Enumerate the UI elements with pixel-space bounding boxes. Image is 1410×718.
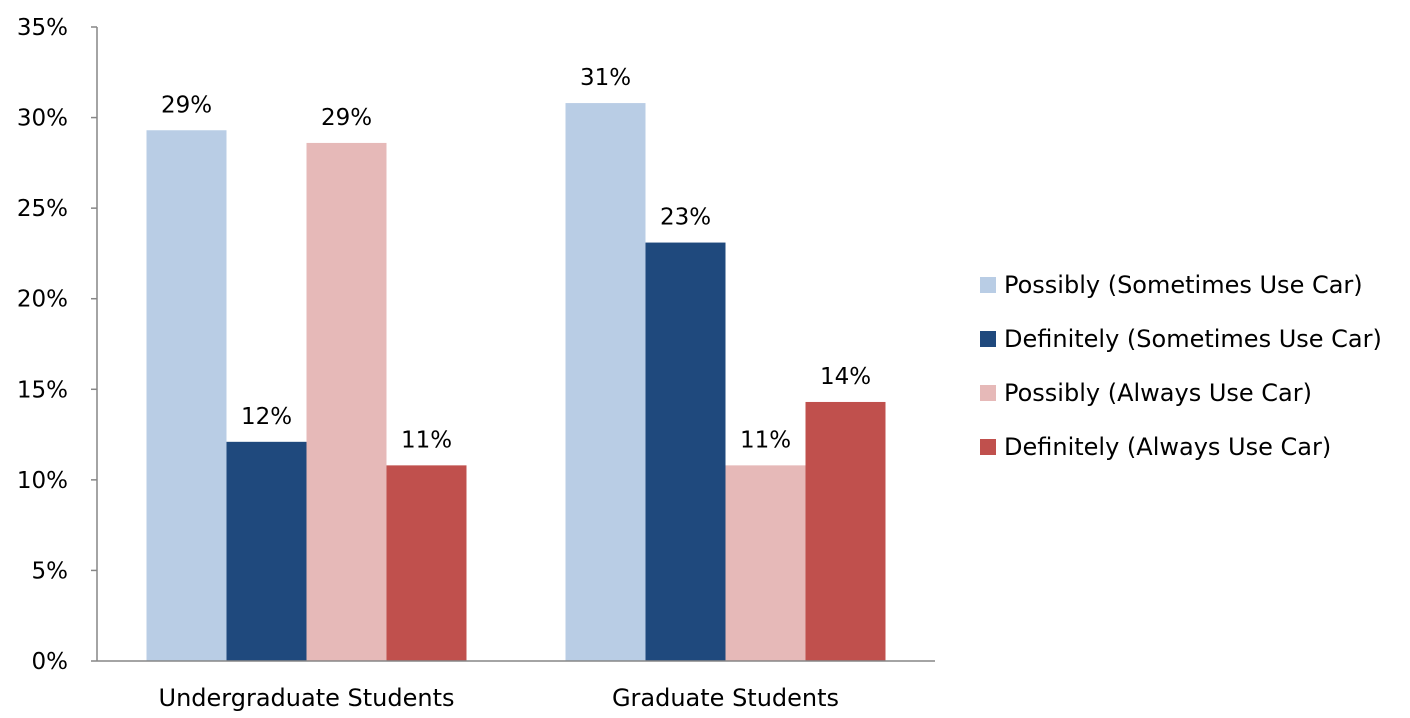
bars (146, 103, 886, 662)
y-tick-label: 15% (17, 377, 68, 403)
data-label: 23% (660, 205, 711, 231)
legend-label: Definitely (Always Use Car) (1004, 433, 1331, 461)
bar (386, 465, 467, 661)
data-label: 29% (321, 105, 372, 131)
legend: Possibly (Sometimes Use Car) Definitely (… (980, 271, 1382, 461)
bar (565, 103, 646, 661)
y-tick-label: 10% (17, 468, 68, 494)
bar (805, 401, 886, 661)
y-tick-label: 30% (17, 106, 68, 132)
data-labels: 29% 12% 29% 11% 31% 23% 11% 14% (161, 65, 871, 453)
legend-label: Possibly (Always Use Car) (1004, 379, 1312, 407)
y-axis-ticks: 0% 5% 10% 15% 20% 25% 30% 35% (17, 15, 97, 675)
legend-swatch (980, 385, 996, 401)
legend-swatch (980, 277, 996, 293)
y-tick-label: 35% (17, 15, 68, 41)
bar (306, 142, 387, 662)
category-label: Graduate Students (612, 684, 839, 712)
legend-label: Definitely (Sometimes Use Car) (1004, 325, 1382, 353)
bar (725, 465, 806, 661)
bar (146, 130, 227, 661)
data-label: 11% (401, 427, 452, 453)
data-label: 14% (820, 364, 871, 390)
legend-label: Possibly (Sometimes Use Car) (1004, 271, 1363, 299)
data-label: 29% (161, 92, 212, 118)
data-label: 11% (740, 427, 791, 453)
y-tick-label: 20% (17, 287, 68, 313)
bar (226, 441, 307, 661)
bar (645, 242, 726, 661)
y-tick-label: 25% (17, 196, 68, 222)
data-label: 12% (241, 404, 292, 430)
legend-swatch (980, 331, 996, 347)
y-tick-label: 5% (32, 558, 69, 584)
y-tick-label: 0% (32, 649, 69, 675)
data-label: 31% (580, 65, 631, 91)
category-label: Undergraduate Students (159, 684, 455, 712)
category-labels: Undergraduate Students Graduate Students (159, 684, 840, 712)
legend-swatch (980, 439, 996, 455)
